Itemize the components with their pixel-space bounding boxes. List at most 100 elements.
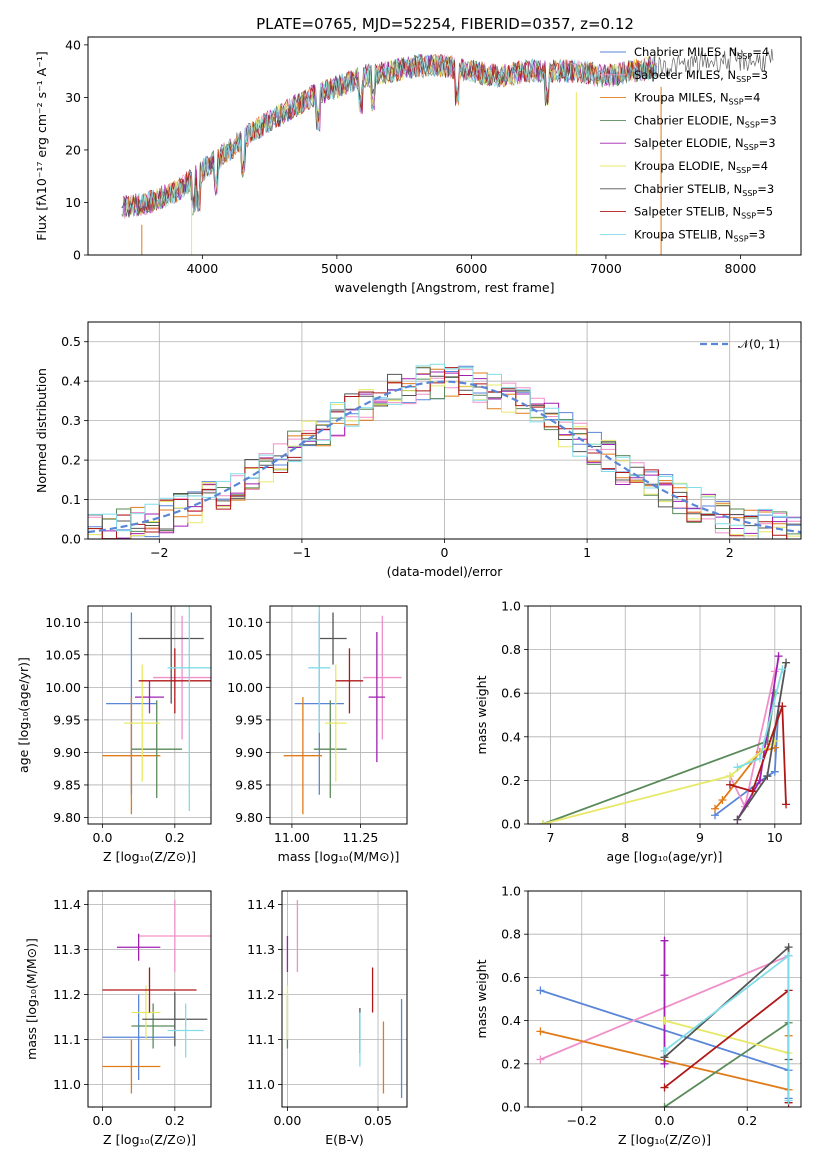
axes-frame	[87, 890, 212, 1108]
y-tick-label: 10.10	[45, 615, 81, 630]
y-tick-label: 11.4	[53, 897, 81, 912]
weight-marker	[770, 667, 779, 676]
x-axis-label: (data-model)/error	[387, 564, 504, 579]
legend-label: Kroupa ELODIE, NSSP=4	[634, 159, 768, 175]
axes-frame	[87, 321, 802, 540]
weight-series-line	[664, 1019, 789, 1054]
y-tick-label: 9.85	[235, 777, 263, 792]
y-tick-label: 9.95	[53, 712, 81, 727]
age-vs-mass-axes: 11.00 11.25 9.80 9.85 9.90 9.95 10.00 10.05 10.1…	[227, 605, 408, 864]
y-tick-label: 10	[65, 195, 81, 210]
legend-label: Chabrier STELIB, NSSP=3	[634, 182, 774, 198]
mass-vs-ebv-axes: 0.00 0.05 11.0 11.1 11.2 11.3 11.4 E(B-V)	[247, 890, 408, 1147]
y-tick-label: 11.3	[53, 942, 81, 957]
x-tick-label: −2	[150, 545, 168, 560]
y-tick-label: 0.1	[61, 492, 81, 507]
x-axis-label: Z [log₁₀(Z/Z⊙)]	[103, 849, 196, 864]
axes-frame	[527, 890, 802, 1108]
y-tick-label: 1.0	[501, 884, 521, 899]
x-tick-label: 0.0	[93, 830, 113, 845]
spectrum-series-line	[121, 48, 774, 218]
y-tick-label: 1.0	[501, 599, 521, 614]
age-vs-Z-plot-area	[102, 606, 211, 815]
legend-label: Salpeter ELODIE, NSSP=3	[634, 136, 776, 152]
y-tick-label: 20	[65, 142, 81, 157]
x-tick-label: 1	[583, 545, 591, 560]
spectrum-legend: Chabrier MILES, NSSP=4 Salpeter MILES, NS…	[600, 45, 777, 243]
weight-marker	[755, 776, 764, 785]
weight-marker	[784, 951, 793, 960]
y-tick-label: 11.0	[247, 1077, 275, 1092]
weight-marker	[660, 1103, 669, 1107]
y-axis-label: Flux [fλ10⁻¹⁷ erg cm⁻² s⁻¹ A⁻¹]	[34, 51, 49, 240]
weight-marker	[660, 1083, 669, 1092]
gaussian-legend-label: 𝒩(0, 1)	[738, 337, 780, 351]
y-tick-label: 9.90	[53, 745, 81, 760]
x-tick-label: 0	[441, 545, 449, 560]
axes-frame	[87, 36, 802, 256]
x-tick-label: 11.00	[274, 830, 310, 845]
y-axis-label: Normed distribution	[34, 368, 49, 493]
x-tick-label: 2	[726, 545, 734, 560]
y-tick-label: 9.85	[53, 777, 81, 792]
x-axis-label: mass [log₁₀(M/M⊙)]	[278, 849, 400, 864]
axes-frame	[87, 605, 212, 825]
legend-label: Kroupa MILES, NSSP=4	[634, 91, 760, 107]
y-tick-label: 30	[65, 90, 81, 105]
y-tick-label: 0	[73, 248, 81, 263]
mass-vs-ebv-plot-area	[286, 900, 403, 1098]
weight-marker	[733, 763, 742, 772]
y-tick-label: 11.1	[247, 1032, 275, 1047]
x-tick-label: 5000	[321, 261, 353, 276]
y-tick-label: 0.2	[501, 1056, 521, 1071]
weight-marker	[660, 936, 669, 945]
weight-marker	[536, 1055, 545, 1064]
y-tick-label: 0.2	[501, 773, 521, 788]
y-tick-label: 0.6	[501, 686, 521, 701]
weight-marker	[660, 1046, 669, 1055]
residuals-axes: −2 −1 0 1 2 0.0 0.1 0.2 0.3 0.4 0.5 (data-model)/er…	[34, 321, 802, 579]
weight-series-line	[663, 1022, 790, 1107]
weight-marker	[778, 702, 787, 711]
y-tick-label: 9.95	[235, 712, 263, 727]
x-tick-label: −0.2	[567, 1113, 597, 1128]
weight-marker	[784, 943, 793, 952]
x-axis-label: wavelength [Angstrom, rest frame]	[334, 280, 554, 295]
histogram-step	[88, 367, 801, 539]
weight-vs-Z-plot-area	[536, 936, 793, 1107]
weight-marker	[660, 1016, 669, 1025]
y-tick-label: 9.80	[53, 810, 81, 825]
y-tick-label: 10.00	[45, 680, 81, 695]
y-tick-label: 0.4	[61, 374, 81, 389]
weight-marker	[784, 1096, 793, 1105]
figure-title: PLATE=0765, MJD=52254, FIBERID=0357, z=0…	[256, 15, 634, 33]
weight-vs-age-axes: 7 8 9 10 0.0 0.2 0.4 0.6 0.8 1.0 age [log₁₀(age/yr…	[474, 599, 802, 864]
x-tick-label: −1	[293, 545, 311, 560]
x-tick-label: 8000	[725, 261, 757, 276]
weight-marker	[725, 780, 734, 789]
axes-frame	[269, 605, 408, 825]
y-tick-label: 10.05	[227, 647, 263, 662]
y-tick-label: 0.2	[61, 453, 81, 468]
x-tick-label: 11.25	[343, 830, 379, 845]
mass-vs-Z-axes: 0.0 0.2 11.0 11.1 11.2 11.3 11.4 Z [log₁₀(Z/Z⊙)…	[24, 890, 212, 1147]
y-axis-label: mass weight	[474, 675, 489, 754]
weight-marker	[725, 772, 734, 781]
weight-marker	[782, 658, 791, 667]
weight-series-line	[729, 706, 787, 805]
legend-label: Kroupa STELIB, NSSP=3	[634, 227, 765, 243]
weight-marker	[733, 815, 742, 824]
y-tick-label: 0.0	[61, 532, 81, 547]
y-axis-label: age [log₁₀(age/yr)]	[16, 657, 31, 773]
y-tick-label: 0.8	[501, 642, 521, 657]
y-tick-label: 11.3	[247, 942, 275, 957]
x-axis-label: E(B-V)	[325, 1132, 364, 1147]
x-tick-label: 0.0	[655, 1113, 675, 1128]
weight-marker	[748, 787, 757, 796]
y-axis-label: mass [log₁₀(M/M⊙)]	[24, 938, 39, 1060]
x-tick-label: 0.2	[737, 1113, 757, 1128]
x-tick-label: 0.05	[364, 1113, 392, 1128]
weight-series-line	[714, 706, 780, 817]
legend-label: Salpeter STELIB, NSSP=5	[634, 205, 773, 221]
